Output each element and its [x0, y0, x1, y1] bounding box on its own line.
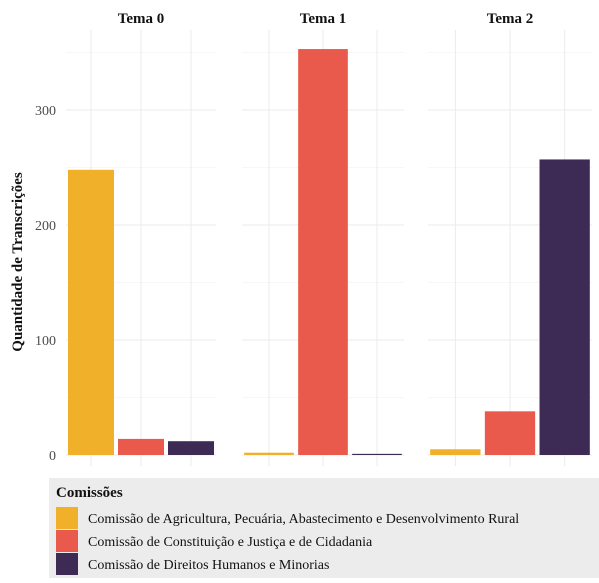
bar: [430, 449, 481, 455]
legend-background: [49, 478, 599, 578]
legend-label: Comissão de Direitos Humanos e Minorias: [88, 558, 329, 573]
y-axis-title: Quantidade de Transcrições: [10, 172, 26, 352]
bar: [539, 159, 590, 455]
bar: [298, 49, 348, 456]
facet-title: Tema 1: [300, 11, 347, 27]
facet-title: Tema 2: [487, 11, 534, 27]
y-tick-label: 200: [35, 219, 56, 234]
bar: [68, 169, 114, 456]
bar: [352, 453, 402, 455]
bar: [118, 438, 164, 455]
bar: [168, 441, 214, 455]
legend-key: [56, 507, 78, 529]
legend-title: Comissões: [56, 485, 123, 501]
y-tick-label: 100: [35, 334, 56, 349]
bar: [484, 411, 536, 455]
y-tick-label: 300: [35, 104, 56, 119]
facet-title: Tema 0: [118, 11, 165, 27]
legend-key: [56, 530, 78, 552]
legend-label: Comissão de Agricultura, Pecuária, Abast…: [88, 512, 519, 527]
legend-key: [56, 553, 78, 575]
bar: [244, 452, 294, 455]
y-tick-label: 0: [49, 449, 56, 464]
legend-label: Comissão de Constituição e Justiça e de …: [88, 535, 373, 550]
